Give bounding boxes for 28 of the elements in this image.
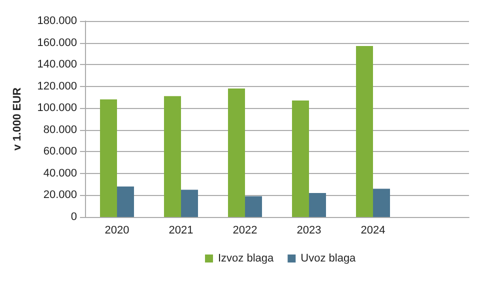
y-axis-title: v 1.000 EUR	[12, 87, 24, 150]
y-tick-label: 40.000	[43, 167, 77, 180]
legend-label: Uvoz blaga	[300, 252, 357, 264]
y-tick-label: 20.000	[43, 189, 77, 202]
bar	[228, 88, 245, 217]
bar	[100, 99, 117, 217]
bar	[356, 46, 373, 217]
x-tick-label: 2024	[360, 224, 386, 236]
y-tick-label: 60.000	[43, 146, 77, 158]
bar	[245, 196, 262, 217]
y-tick-label: 100.000	[37, 102, 77, 114]
x-tick-label: 2020	[104, 224, 130, 236]
x-tick-label: 2022	[232, 224, 258, 236]
legend-label: Izvoz blaga	[218, 252, 275, 264]
bar	[373, 188, 390, 217]
bar	[309, 193, 326, 217]
bar	[164, 96, 181, 217]
bar	[292, 100, 309, 217]
y-tick-label: 180.000	[37, 15, 77, 27]
y-tick-label: 140.000	[37, 58, 77, 71]
bar	[117, 186, 134, 217]
y-tick-label: 160.000	[37, 36, 77, 49]
y-tick-label: 80.000	[43, 124, 77, 136]
x-tick-label: 2021	[168, 224, 194, 236]
bar	[181, 190, 198, 217]
y-tick-label: 120.000	[37, 80, 77, 92]
y-tick-label: 0	[70, 211, 77, 223]
x-tick-label: 2023	[296, 224, 322, 236]
